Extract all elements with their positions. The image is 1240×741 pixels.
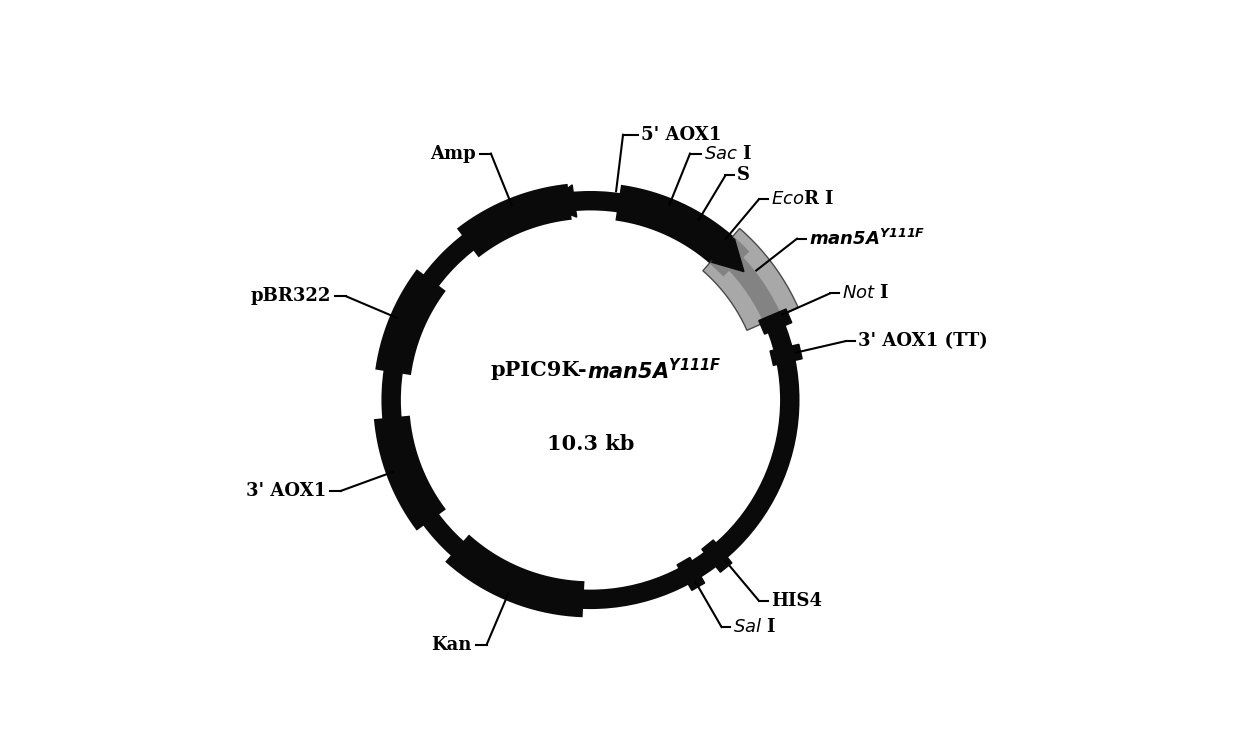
Text: $\mathit{Sal}$ I: $\mathit{Sal}$ I [733,618,776,636]
Text: pBR322: pBR322 [250,288,331,305]
Polygon shape [656,199,682,232]
Polygon shape [703,228,799,330]
Text: $\bfit{man5A}^{\bfit{Y111F}}$: $\bfit{man5A}^{\bfit{Y111F}}$ [808,229,925,249]
Polygon shape [702,540,732,572]
Polygon shape [449,542,482,573]
Polygon shape [712,239,744,272]
Text: HIS4: HIS4 [771,592,822,610]
Polygon shape [704,230,734,262]
Text: Kan: Kan [432,636,472,654]
Text: Amp: Amp [430,144,476,162]
Text: $\mathit{Eco}$R I: $\mathit{Eco}$R I [771,190,833,208]
Polygon shape [683,213,711,246]
Polygon shape [546,185,577,217]
Text: pPIC9K-: pPIC9K- [490,361,587,380]
Text: S: S [738,167,750,185]
Text: 3' AOX1 (TT): 3' AOX1 (TT) [858,332,987,350]
Text: 10.3 kb: 10.3 kb [547,434,634,454]
Text: 3' AOX1: 3' AOX1 [246,482,326,500]
Polygon shape [677,557,704,591]
Text: $\mathit{Sac}$ I: $\mathit{Sac}$ I [704,144,753,162]
Text: 5' AOX1: 5' AOX1 [641,126,722,144]
Text: $\mathit{Not}$ I: $\mathit{Not}$ I [842,285,889,302]
Polygon shape [770,345,802,365]
Text: $\bfit{man5A}^{\bfit{Y111F}}$: $\bfit{man5A}^{\bfit{Y111F}}$ [587,358,722,383]
Polygon shape [759,309,792,334]
